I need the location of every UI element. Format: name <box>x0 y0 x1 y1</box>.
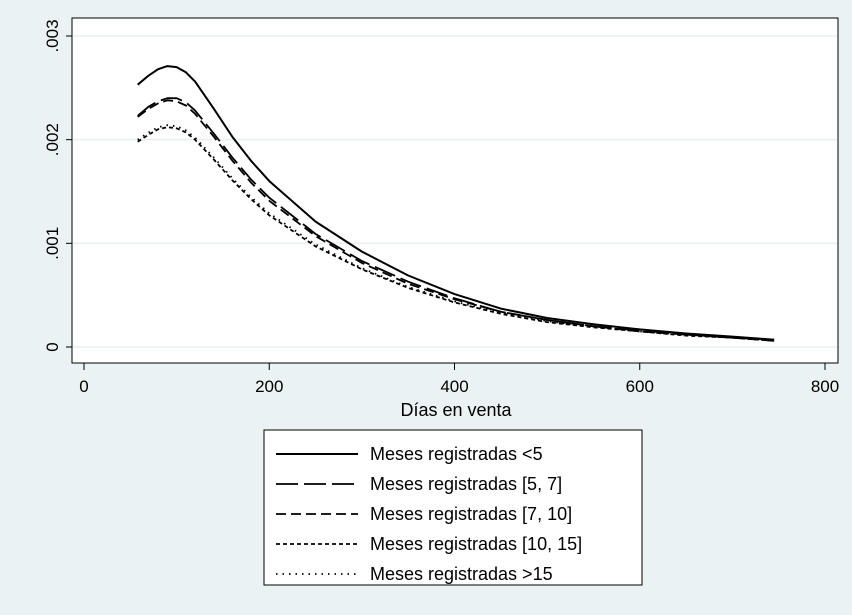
y-tick-label: .002 <box>43 123 62 156</box>
plot-area <box>72 18 838 363</box>
y-tick-label: .001 <box>43 227 62 260</box>
legend-label-4: Meses registradas [10, 15] <box>370 534 582 554</box>
x-tick-label: 0 <box>79 377 88 396</box>
x-tick-label: 200 <box>255 377 283 396</box>
legend-label-5: Meses registradas >15 <box>370 564 553 584</box>
legend: Meses registradas <5 Meses registradas [5… <box>264 430 642 585</box>
x-tick-label: 600 <box>626 377 654 396</box>
x-tick-label: 800 <box>811 377 839 396</box>
legend-label-2: Meses registradas [5, 7] <box>370 474 562 494</box>
x-tick-label: 400 <box>440 377 468 396</box>
x-axis-title: Días en venta <box>400 400 512 420</box>
legend-label-1: Meses registradas <5 <box>370 444 543 464</box>
y-tick-label: 0 <box>43 342 62 351</box>
y-tick-label: .003 <box>43 19 62 52</box>
legend-label-3: Meses registradas [7, 10] <box>370 504 572 524</box>
